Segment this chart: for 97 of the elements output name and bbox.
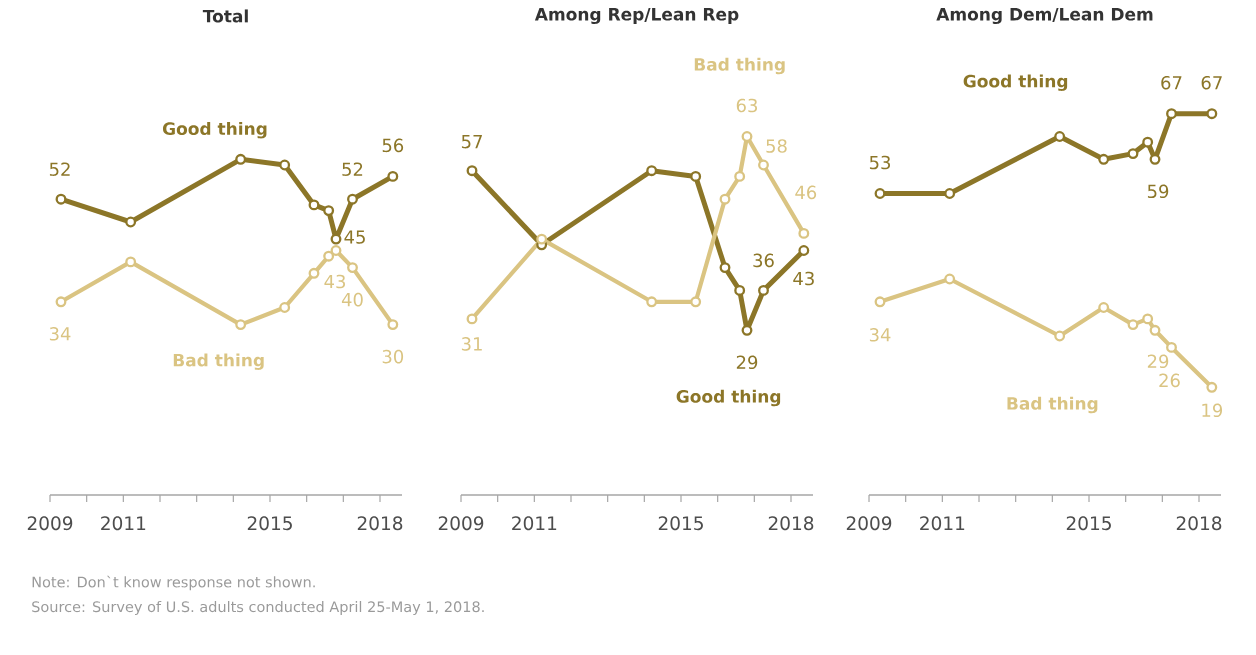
data-label: 56 xyxy=(382,138,404,153)
data-label: 34 xyxy=(49,326,71,341)
point xyxy=(347,262,358,274)
point xyxy=(1206,381,1218,393)
text: Good thing xyxy=(676,389,781,407)
point xyxy=(308,267,320,279)
point xyxy=(1142,136,1154,148)
text: Bad thing xyxy=(694,57,785,75)
series-label: Bad thing xyxy=(173,353,264,370)
point xyxy=(741,131,753,142)
point xyxy=(1054,330,1066,342)
point xyxy=(690,296,702,308)
x-tick-label: 2015 xyxy=(1066,516,1111,531)
x-tick-label: 2009 xyxy=(27,516,73,531)
point xyxy=(125,256,137,268)
data-label: 46 xyxy=(795,185,817,200)
chart-title: Among Rep/Lean Rep xyxy=(534,7,739,25)
data-label: 45 xyxy=(344,230,365,244)
x-tick-label: 2018 xyxy=(768,516,814,531)
point xyxy=(690,170,702,182)
data-label: 53 xyxy=(869,155,891,170)
point xyxy=(279,159,291,171)
point xyxy=(466,165,478,177)
x-tick-label: 2009 xyxy=(846,516,892,531)
data-label: 52 xyxy=(342,162,363,176)
data-label: 59 xyxy=(1147,184,1169,199)
point xyxy=(798,227,810,239)
point xyxy=(235,319,247,331)
point xyxy=(55,296,67,308)
point xyxy=(1127,319,1139,331)
point xyxy=(1098,153,1110,165)
point xyxy=(1166,108,1177,120)
source-note: Source: Survey of U.S. adults conducted April 25-May 1, 2018. xyxy=(32,600,484,616)
point xyxy=(1206,108,1218,120)
point xyxy=(758,284,769,296)
chart-title: Total xyxy=(202,9,248,23)
point xyxy=(279,302,291,313)
point xyxy=(387,319,399,331)
x-tick-label: 2018 xyxy=(357,516,403,531)
data-label: 29 xyxy=(1147,354,1169,369)
point xyxy=(308,199,320,211)
x-tick-label: 2011 xyxy=(101,516,146,531)
point xyxy=(798,245,810,256)
point xyxy=(758,159,769,171)
point xyxy=(536,233,548,245)
point xyxy=(874,296,886,308)
point xyxy=(323,205,335,217)
text: Bad thing xyxy=(1007,396,1098,414)
point xyxy=(719,193,731,205)
data-label: 29 xyxy=(736,355,758,370)
data-label: 40 xyxy=(341,292,363,307)
point xyxy=(125,216,137,228)
data-label: 58 xyxy=(766,139,787,153)
point xyxy=(734,284,746,296)
x-tick-label: 2015 xyxy=(247,516,292,531)
point xyxy=(330,245,342,256)
data-label: 30 xyxy=(382,349,404,364)
point xyxy=(1127,148,1139,160)
data-label: 19 xyxy=(1202,403,1223,418)
point xyxy=(1054,131,1066,142)
data-label: 63 xyxy=(736,98,758,113)
point xyxy=(646,296,658,308)
point xyxy=(944,273,956,285)
point xyxy=(719,262,731,274)
point xyxy=(734,170,746,182)
point xyxy=(1098,302,1110,313)
point xyxy=(347,193,358,205)
data-label: 43 xyxy=(793,271,814,286)
data-label: 43 xyxy=(324,274,346,289)
data-label: 52 xyxy=(49,162,70,176)
x-tick-label: 2018 xyxy=(1176,516,1222,531)
data-label: 36 xyxy=(753,253,774,268)
point xyxy=(323,250,335,262)
data-label: 31 xyxy=(461,337,482,351)
data-label: 34 xyxy=(869,327,891,342)
point xyxy=(1149,324,1161,336)
point xyxy=(1166,341,1177,353)
data-label: 26 xyxy=(1159,373,1180,388)
x-tick-label: 2009 xyxy=(438,516,484,531)
point xyxy=(944,188,956,199)
data-label: 67 xyxy=(1161,75,1182,90)
x-tick-label: 2011 xyxy=(920,516,965,531)
text: Note: Don`t know response not shown. xyxy=(32,575,315,591)
chart-title: Among Dem/Lean Dem xyxy=(936,7,1153,25)
point xyxy=(646,165,658,177)
point xyxy=(874,188,886,199)
data-label: 57 xyxy=(461,135,482,149)
point xyxy=(55,193,67,205)
x-tick-label: 2015 xyxy=(658,516,703,531)
data-label: 67 xyxy=(1201,75,1222,90)
point xyxy=(387,170,399,182)
point xyxy=(466,313,478,325)
point xyxy=(1142,313,1154,325)
text: Good thing xyxy=(963,74,1068,91)
series-label: Good thing xyxy=(162,121,267,139)
point xyxy=(235,153,247,165)
x-tick-label: 2011 xyxy=(512,516,557,531)
